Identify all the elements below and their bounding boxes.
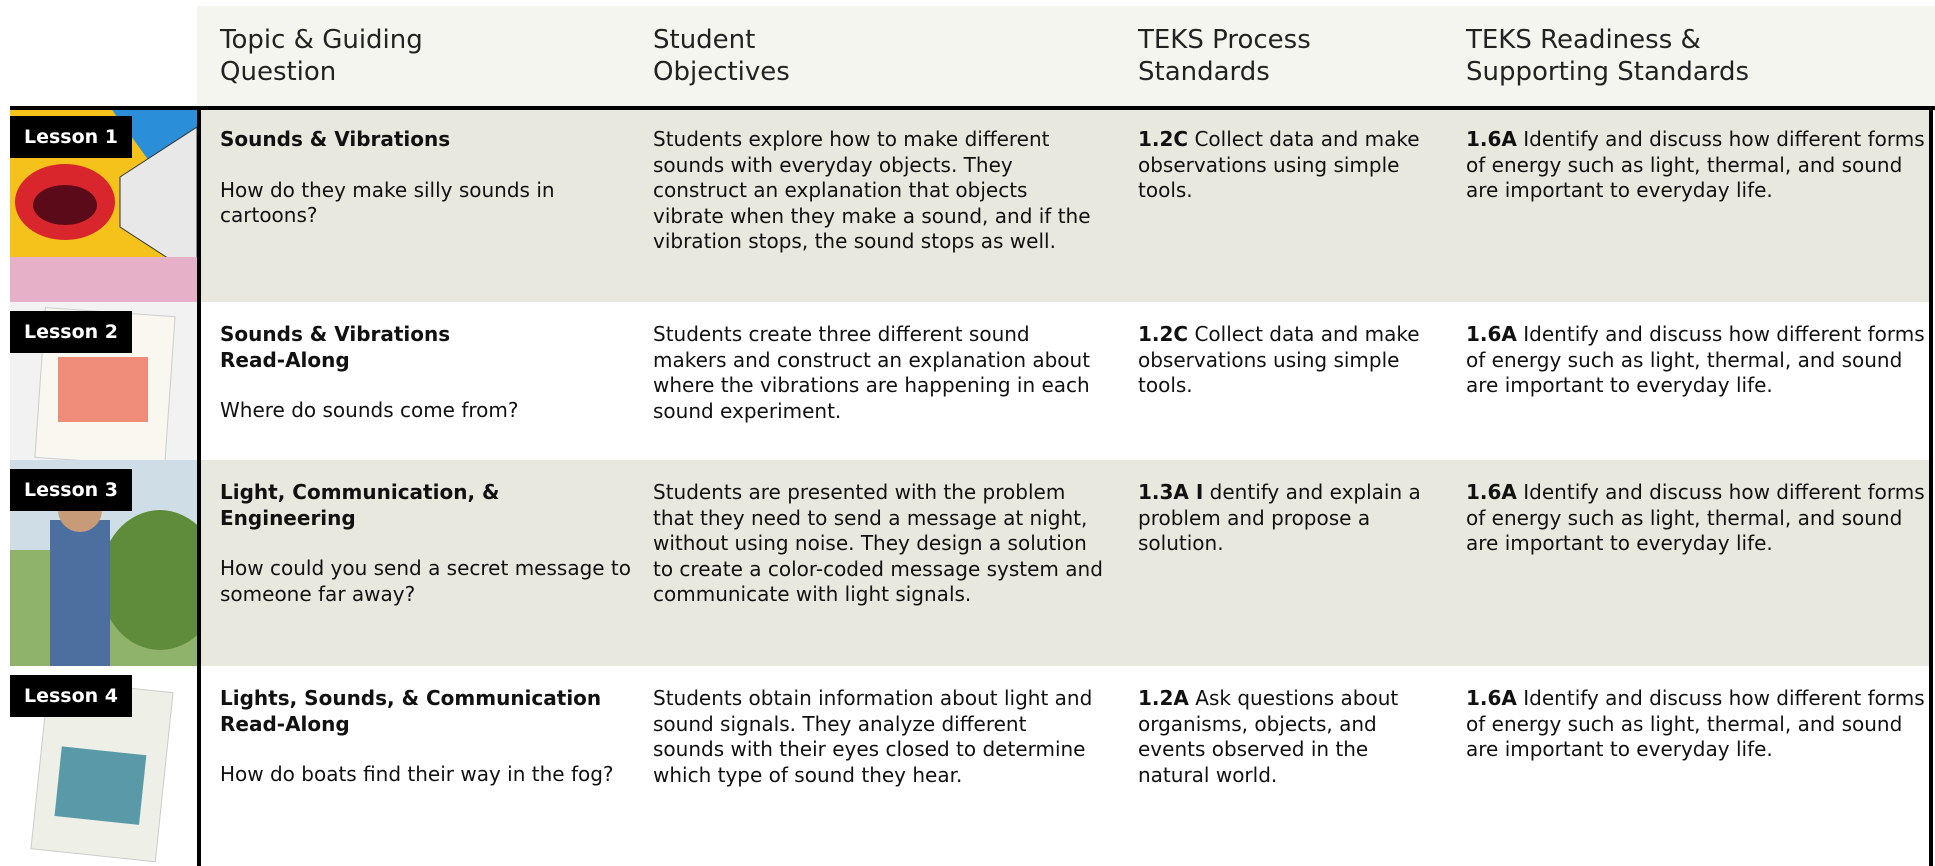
- border-left: [197, 106, 201, 866]
- readiness-standard: 1.6A Identify and discuss how different …: [1466, 127, 1926, 204]
- objectives: Students create three different sound ma…: [653, 322, 1091, 423]
- standard-code: 1.2C: [1138, 322, 1189, 346]
- process-standard: 1.3A I dentify and explain a problem and…: [1138, 480, 1438, 557]
- readiness-standard: 1.6A Identify and discuss how different …: [1466, 480, 1926, 557]
- column-header: TEKS Process Standards: [1138, 25, 1311, 87]
- table-row: Light, Communication, & Engineering How c…: [197, 460, 1931, 666]
- topic-title: Light, Communication, & Engineering: [220, 480, 500, 530]
- standard-text: Ask questions about organisms, objects, …: [1138, 686, 1399, 787]
- guiding-question: How do they make silly sounds in cartoon…: [220, 177, 555, 228]
- standard-code: 1.6A: [1466, 127, 1517, 151]
- table-row: Lights, Sounds, & Communication Read-Alo…: [197, 666, 1931, 866]
- standard-code: 1.3A I: [1138, 480, 1204, 504]
- topic-title: Lights, Sounds, & Communication Read-Alo…: [220, 686, 602, 736]
- topic-title: Sounds & Vibrations Read-Along: [220, 322, 451, 372]
- column-header: Student Objectives: [653, 25, 790, 87]
- standard-text: Collect data and make observations using…: [1138, 127, 1420, 202]
- lesson-label: Lesson 1: [10, 116, 133, 158]
- standard-text: Identify and discuss how different forms…: [1466, 127, 1925, 202]
- table-row: Sounds & Vibrations Read-Along Where do s…: [197, 302, 1931, 460]
- standard-text: Collect data and make observations using…: [1138, 322, 1420, 397]
- readiness-standard: 1.6A Identify and discuss how different …: [1466, 322, 1926, 399]
- standard-code: 1.6A: [1466, 686, 1517, 710]
- process-standard: 1.2A Ask questions about organisms, obje…: [1138, 686, 1438, 788]
- objectives: Students obtain information about light …: [653, 686, 1093, 787]
- guiding-question: How could you send a secret message to s…: [220, 556, 632, 606]
- guiding-question: Where do sounds come from?: [220, 398, 519, 422]
- standard-text: Identify and discuss how different forms…: [1466, 686, 1925, 761]
- lesson-label: Lesson 2: [10, 311, 133, 353]
- topic-cell: Lights, Sounds, & Communication Read-Alo…: [220, 686, 640, 788]
- standard-text: dentify and explain a problem and propos…: [1138, 480, 1421, 555]
- header-band: [197, 6, 1935, 107]
- lesson-label: Lesson 3: [10, 469, 133, 511]
- column-header: TEKS Readiness & Supporting Standards: [1466, 25, 1750, 87]
- standard-text: Identify and discuss how different forms…: [1466, 480, 1925, 555]
- lesson-label: Lesson 4: [10, 675, 133, 717]
- process-standard: 1.2C Collect data and make observations …: [1138, 322, 1438, 399]
- book-cover: [30, 679, 174, 863]
- standard-text: Identify and discuss how different forms…: [1466, 322, 1925, 397]
- border-right: [1929, 106, 1933, 866]
- standard-code: 1.2A: [1138, 686, 1189, 710]
- topic-cell: Sounds & Vibrations How do they make sill…: [220, 127, 640, 229]
- topic-cell: Light, Communication, & Engineering How c…: [220, 480, 640, 607]
- objectives: Students explore how to make different s…: [653, 127, 1091, 253]
- border-top: [10, 106, 1935, 110]
- objectives: Students are presented with the problem …: [653, 480, 1103, 606]
- table-row: Sounds & Vibrations How do they make sill…: [197, 107, 1931, 302]
- topic-title: Sounds & Vibrations: [220, 127, 451, 151]
- standard-code: 1.6A: [1466, 322, 1517, 346]
- standard-code: 1.2C: [1138, 127, 1189, 151]
- column-header: Topic & Guiding Question: [220, 25, 423, 87]
- guiding-question: How do boats find their way in the fog?: [220, 762, 614, 786]
- standard-code: 1.6A: [1466, 480, 1517, 504]
- topic-cell: Sounds & Vibrations Read-Along Where do s…: [220, 322, 640, 424]
- readiness-standard: 1.6A Identify and discuss how different …: [1466, 686, 1926, 763]
- process-standard: 1.2C Collect data and make observations …: [1138, 127, 1438, 204]
